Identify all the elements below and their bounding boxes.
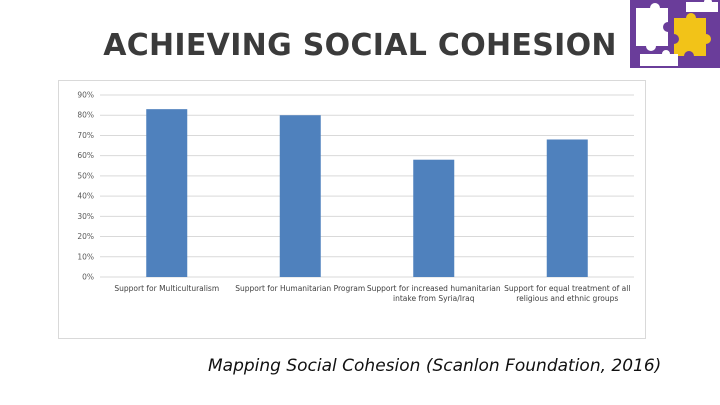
y-tick-label: 80% bbox=[77, 111, 94, 120]
bar bbox=[279, 115, 321, 277]
x-category-label: Support for Humanitarian Program bbox=[235, 284, 365, 293]
puzzle-piece-yellow bbox=[674, 13, 711, 56]
x-category-label: Support for equal treatment of all religi… bbox=[504, 284, 630, 303]
bar bbox=[146, 109, 188, 278]
y-tick-label: 0% bbox=[82, 273, 94, 282]
slide-title: ACHIEVING SOCIAL COHESION bbox=[103, 28, 617, 63]
y-tick-label: 60% bbox=[77, 151, 94, 160]
x-category-label: Support for increased humanitarian intake… bbox=[367, 284, 501, 303]
y-tick-label: 30% bbox=[77, 212, 94, 221]
y-tick-label: 10% bbox=[77, 252, 94, 261]
x-category-label: Support for Multiculturalism bbox=[114, 284, 219, 293]
puzzle-pieces-logo bbox=[630, 0, 720, 68]
y-tick-label: 70% bbox=[77, 131, 94, 140]
bar-chart: 0% 10% 20% 30% 40% 50% 60% 70% 80% 90% Support for… bbox=[77, 91, 634, 303]
y-tick-label: 20% bbox=[77, 232, 94, 241]
source-citation: Mapping Social Cohesion (Scanlon Foundat… bbox=[208, 356, 662, 376]
y-tick-label: 50% bbox=[77, 171, 94, 180]
puzzle-piece-white-bottom bbox=[640, 50, 678, 66]
bar bbox=[413, 159, 455, 277]
bar bbox=[546, 139, 588, 277]
puzzle-piece-white-top bbox=[686, 0, 718, 12]
puzzle-piece-white-left bbox=[636, 3, 668, 51]
y-tick-label: 90% bbox=[77, 91, 94, 100]
y-tick-label: 40% bbox=[77, 192, 94, 201]
